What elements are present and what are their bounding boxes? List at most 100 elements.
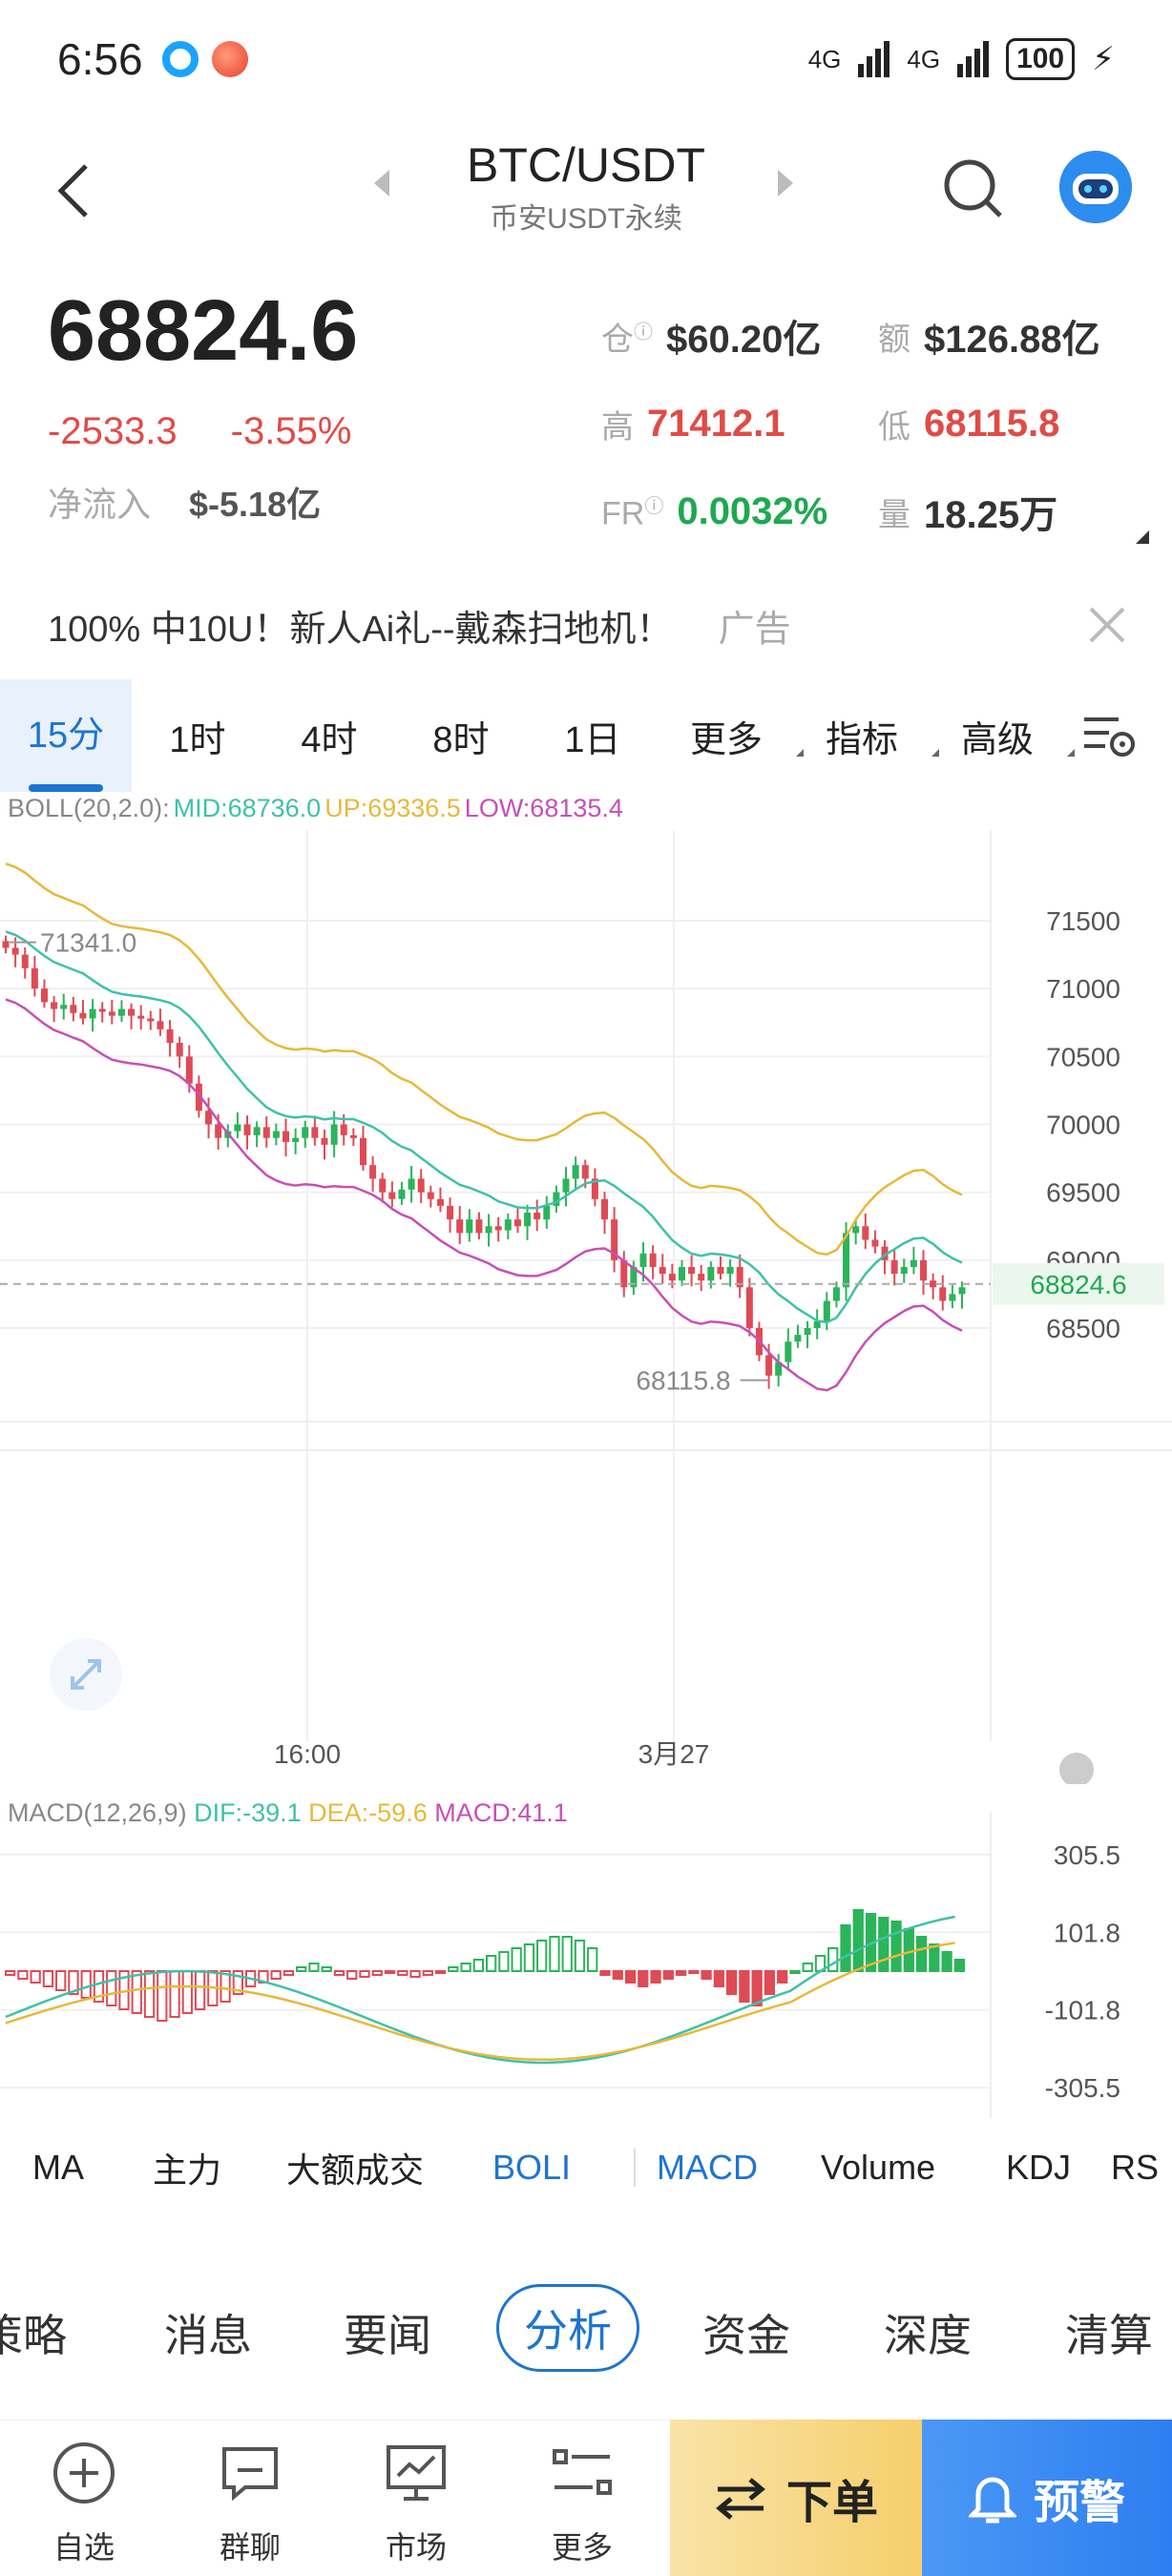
macd-histogram-bar	[827, 1947, 839, 1972]
candle-body	[253, 1127, 261, 1135]
pair-title[interactable]: BTC/USDT	[467, 138, 705, 192]
candle-body	[494, 1226, 502, 1231]
market-icon	[387, 2445, 446, 2501]
tab-8h[interactable]: 8时	[432, 719, 490, 760]
next-pair-icon[interactable]	[778, 170, 793, 197]
nav-market-label: 市场	[385, 2530, 447, 2565]
candle-body	[398, 1189, 406, 1199]
nav-more[interactable]: 更多	[525, 2440, 639, 2567]
candle-body	[524, 1213, 532, 1227]
price-tick-label: 71000	[1046, 974, 1120, 1004]
tab-1d[interactable]: 1日	[564, 719, 621, 760]
expand-stats-icon[interactable]	[1136, 530, 1149, 544]
back-icon[interactable]	[55, 162, 94, 219]
tab-depth[interactable]: 深度	[884, 2311, 972, 2360]
macd-histogram-bar	[220, 1970, 231, 2003]
alert-button[interactable]: 预警	[922, 2420, 1172, 2576]
candle-body	[359, 1137, 366, 1166]
chart-settings-icon[interactable]	[1080, 712, 1138, 759]
prev-pair-icon[interactable]	[374, 170, 389, 197]
candle-body	[745, 1287, 753, 1328]
macd-histogram-bar	[68, 1970, 79, 1995]
indicator-large-trades[interactable]: 大额成交	[286, 2150, 425, 2190]
tab-strategy[interactable]: 策略	[0, 2311, 67, 2360]
candle-body	[456, 1219, 464, 1234]
candle-body	[330, 1124, 338, 1145]
candle-body	[447, 1205, 454, 1220]
price-tick-label: 68500	[1046, 1314, 1120, 1343]
candle-body	[775, 1361, 783, 1376]
search-icon[interactable]	[941, 156, 1004, 219]
tab-1h[interactable]: 1时	[169, 719, 226, 760]
indicator-main-force[interactable]: 主力	[153, 2150, 222, 2190]
candle-body	[717, 1266, 724, 1275]
candle-body	[794, 1335, 802, 1342]
candle-body	[417, 1178, 425, 1193]
macd-histogram-bar	[574, 1940, 586, 1972]
tab-analysis[interactable]: 分析	[496, 2284, 639, 2372]
low-marker-label: 68115.8	[636, 1366, 730, 1396]
ticker-stats: 仓ⓘ $60.20亿 额 $126.88亿 高 71412.1 低 68115.8 FR…	[601, 292, 1136, 555]
candle-body	[108, 1011, 115, 1016]
macd-histogram-bar	[181, 1970, 193, 2014]
tab-indicators[interactable]: 指标	[794, 710, 939, 762]
network-label-1: 4G	[807, 44, 842, 73]
nav-watchlist[interactable]: 自选	[27, 2440, 141, 2567]
tab-15m[interactable]: 15分	[0, 679, 132, 792]
netflow: 净流入 $-5.18亿	[48, 477, 321, 527]
macd-chart[interactable]: 305.5 101.8 -101.8 -305.5	[0, 1813, 1172, 2118]
nav-group-chat[interactable]: 群聊	[193, 2440, 307, 2567]
candle-body	[262, 1127, 270, 1138]
macd-histogram-bar	[612, 1970, 623, 1980]
macd-histogram-bar	[5, 1970, 16, 1976]
candle-body	[881, 1246, 889, 1260]
tab-funds[interactable]: 资金	[702, 2311, 790, 2360]
macd-histogram-bar	[93, 1970, 105, 2003]
funding-rate-value: 0.0032%	[677, 489, 828, 532]
indicator-boll[interactable]: BOLI	[492, 2148, 572, 2187]
candle-body	[369, 1165, 377, 1179]
candlestick-chart[interactable]: 7150071000705007000069500690006850068824…	[0, 830, 1172, 1784]
tab-headlines[interactable]: 要闻	[344, 2311, 431, 2360]
macd-histogram-bar	[472, 1959, 485, 1972]
indicator-volume[interactable]: Volume	[821, 2148, 936, 2187]
boll-name: BOLL(20,2.0):	[8, 794, 170, 822]
macd-histogram-bar	[346, 1970, 358, 1980]
indicator-kdj[interactable]: KDJ	[1006, 2148, 1072, 2187]
candle-body	[40, 988, 48, 1003]
nav-group-chat-label: 群聊	[219, 2530, 281, 2565]
macd-histogram-bar	[194, 1970, 206, 2010]
network-label-2: 4G	[907, 44, 941, 73]
macd-value: MACD:41.1	[434, 1798, 568, 1827]
macd-histogram-bar	[308, 1963, 320, 1972]
macd-histogram-bar	[890, 1921, 902, 1972]
price-change: -2533.3 -3.55%	[48, 410, 351, 453]
boll-mid: MID:68736.0	[173, 794, 322, 822]
tab-liquidation[interactable]: 清算	[1065, 2311, 1153, 2360]
macd-histogram-bar	[157, 1970, 168, 2022]
price-tick-label: 70000	[1046, 1111, 1120, 1140]
candle-body	[659, 1266, 666, 1275]
macd-histogram-bar	[232, 1970, 244, 1995]
order-button[interactable]: 下单	[670, 2420, 922, 2576]
tab-news[interactable]: 消息	[164, 2311, 252, 2360]
indicator-macd[interactable]: MACD	[657, 2148, 758, 2187]
candle-body	[70, 1005, 77, 1013]
ad-banner[interactable]: 100% 中10U！新人Ai礼--戴森扫地机！ 广告	[48, 592, 1126, 658]
macd-histogram-bar	[751, 1970, 763, 2006]
candle-body	[128, 1008, 136, 1016]
candle-body	[166, 1028, 174, 1044]
nav-market[interactable]: 市场	[359, 2440, 473, 2567]
tab-more[interactable]: 更多	[659, 710, 804, 762]
close-icon[interactable]	[1088, 606, 1126, 644]
indicator-ma[interactable]: MA	[32, 2148, 84, 2187]
ai-assistant-icon[interactable]	[1059, 151, 1132, 223]
notification-icon	[161, 41, 199, 77]
candle-body	[930, 1280, 937, 1288]
tab-4h[interactable]: 4时	[301, 719, 358, 760]
indicator-rsi[interactable]: RSI	[1111, 2148, 1159, 2187]
tab-advanced[interactable]: 高级	[930, 710, 1075, 762]
expand-icon	[71, 1659, 101, 1690]
candle-body	[195, 1083, 202, 1111]
candle-body	[21, 954, 29, 968]
